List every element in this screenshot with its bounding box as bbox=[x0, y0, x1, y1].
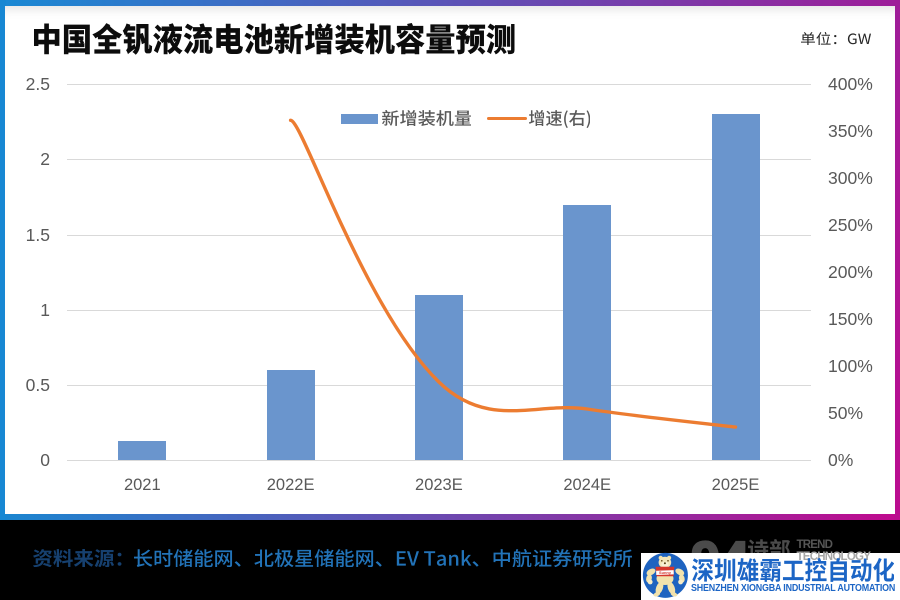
svg-text:Sunny: Sunny bbox=[659, 570, 672, 575]
